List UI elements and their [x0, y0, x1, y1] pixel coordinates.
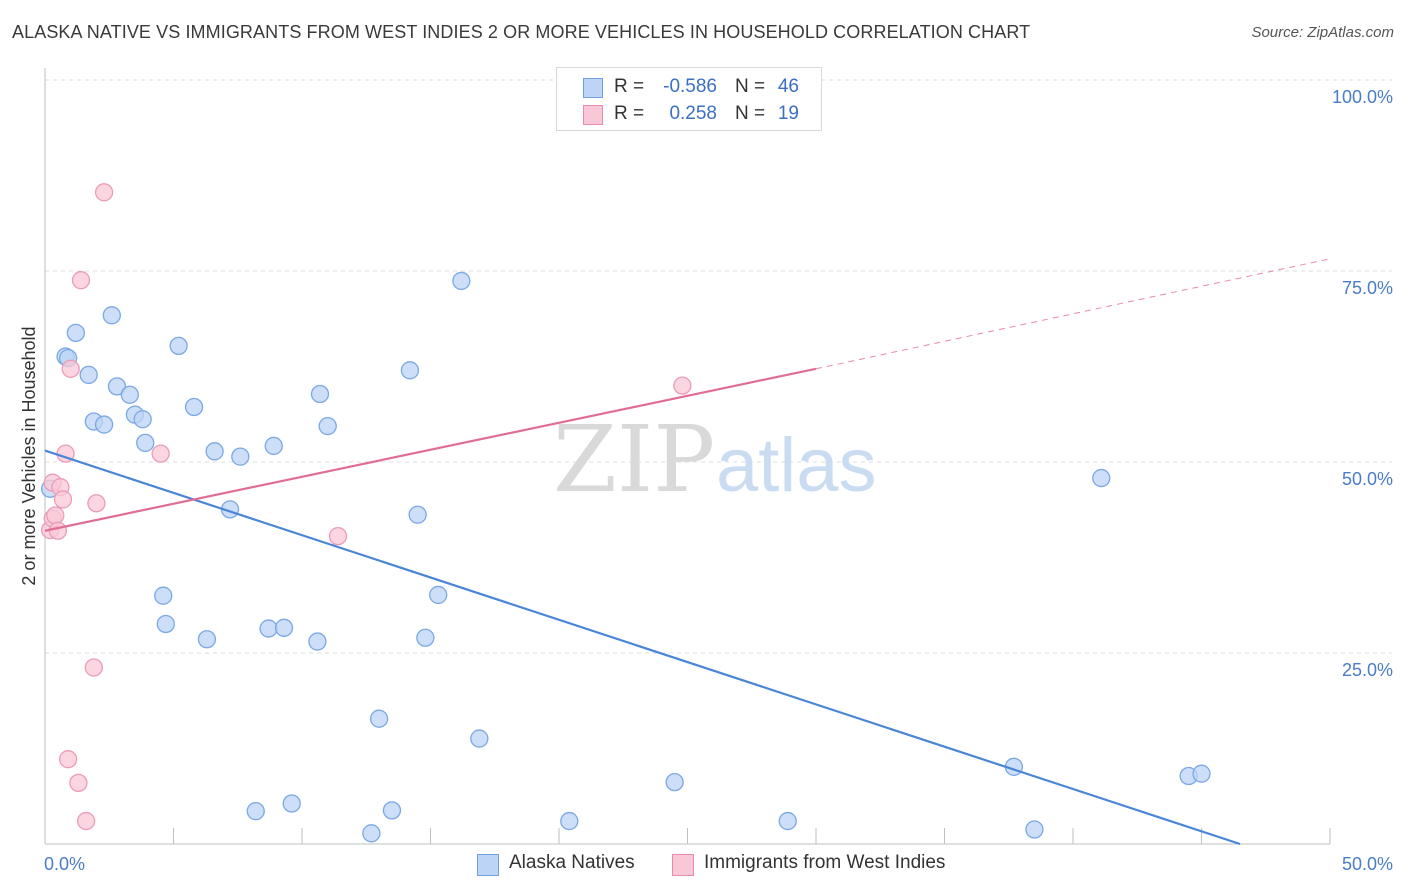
- alaska-native-point: [154, 586, 173, 605]
- west-indies-point: [94, 183, 114, 202]
- alaska-natives-trendline: [44, 449, 1241, 846]
- watermark: ZIP atlas: [553, 406, 877, 513]
- west-indies-point: [61, 359, 80, 378]
- watermark-atlas: atlas: [716, 423, 877, 508]
- watermark-zip: ZIP: [553, 406, 715, 513]
- alaska-native-point: [362, 824, 381, 843]
- alaska-native-point: [66, 323, 85, 343]
- alaska-native-point: [102, 306, 121, 325]
- alaska-native-point: [452, 271, 471, 291]
- alaska-native-point: [274, 618, 294, 637]
- x-tick-label-max: 50.0%: [1342, 854, 1393, 874]
- alaska-native-point: [560, 811, 579, 831]
- trend-layer: [44, 258, 1331, 846]
- alaska-native-point: [107, 377, 127, 396]
- axis-layer: [44, 68, 1331, 845]
- alaska-native-point: [318, 416, 337, 436]
- alaska-native-point: [205, 442, 224, 461]
- y-tick-label: 100.0%: [1332, 87, 1393, 107]
- n-value: 19: [777, 103, 799, 124]
- n-value: 46: [777, 76, 799, 97]
- chart-title: ALASKA NATIVE VS IMMIGRANTS FROM WEST IN…: [12, 22, 1031, 42]
- legend-swatch-west-indies: [672, 854, 694, 876]
- legend-label: Immigrants from West Indies: [704, 852, 946, 873]
- r-label: R =: [614, 103, 645, 124]
- alaska-native-point: [429, 585, 448, 605]
- alaska-native-point: [79, 365, 98, 385]
- alaska-native-point: [1192, 764, 1211, 783]
- chart-source: Source: ZipAtlas.com: [1251, 24, 1394, 41]
- n-label: N =: [735, 103, 766, 124]
- west-indies-point: [53, 490, 73, 509]
- y-tick-label: 75.0%: [1342, 278, 1393, 298]
- alaska-native-point: [470, 729, 489, 748]
- west-indies-trendline-extension: [815, 258, 1331, 370]
- west-indies-trendline: [44, 367, 817, 532]
- y-axis-label: 2 or more Vehicles in Household: [19, 326, 39, 585]
- alaska-native-point: [94, 415, 114, 434]
- west-indies-point: [87, 494, 106, 513]
- alaska-native-point: [665, 772, 684, 792]
- alaska-native-point: [282, 794, 301, 813]
- west-indies-point: [69, 773, 88, 793]
- alaska-native-point: [133, 410, 152, 429]
- r-value: -0.586: [663, 76, 717, 97]
- label-layer: 25.0% 50.0% 75.0% 100.0% 0.0% 50.0% 2 or more …: [19, 87, 1393, 874]
- west-indies-point: [58, 750, 78, 769]
- alaska-native-point: [136, 433, 155, 453]
- alaska-native-point: [169, 336, 188, 356]
- west-indies-point: [151, 444, 170, 463]
- legend-label: Alaska Natives: [509, 852, 635, 873]
- alaska-native-point: [246, 801, 265, 821]
- legend: Alaska Natives Immigrants from West Indi…: [0, 850, 1406, 880]
- r-label: R =: [614, 76, 645, 97]
- west-indies-point: [46, 506, 65, 525]
- alaska-native-point: [1092, 468, 1111, 488]
- stats-swatch-west-indies: [583, 105, 603, 125]
- alaska-native-point: [120, 385, 139, 404]
- alaska-native-point: [156, 614, 175, 634]
- n-label: N =: [735, 76, 766, 97]
- alaska-native-point: [259, 619, 278, 638]
- alaska-native-point: [308, 632, 327, 651]
- y-tick-label: 25.0%: [1342, 660, 1393, 680]
- stats-row-alaska: R = -0.586 N = 46: [557, 74, 821, 102]
- points-layer: [40, 183, 1211, 843]
- alaska-native-point: [231, 447, 250, 466]
- alaska-native-point: [408, 505, 427, 524]
- alaska-native-point: [184, 397, 204, 417]
- alaska-native-point: [778, 811, 797, 831]
- west-indies-point: [328, 526, 348, 546]
- alaska-native-point: [310, 384, 330, 404]
- stats-box: R = -0.586 N = 46 R = 0.258 N = 19: [556, 67, 822, 131]
- west-indies-point: [76, 811, 96, 831]
- alaska-native-point: [416, 628, 435, 647]
- alaska-native-point: [382, 801, 402, 820]
- grid-layer: [45, 79, 1392, 654]
- west-indies-point: [48, 521, 67, 540]
- alaska-native-point: [1025, 820, 1044, 839]
- alaska-native-point: [264, 436, 283, 456]
- y-tick-label: 50.0%: [1342, 469, 1393, 489]
- west-indies-point: [84, 658, 103, 677]
- stats-row-west-indies: R = 0.258 N = 19: [557, 101, 821, 129]
- legend-swatch-alaska-natives: [477, 854, 499, 876]
- x-tick-label-min: 0.0%: [44, 854, 85, 874]
- west-indies-point: [673, 376, 692, 395]
- west-indies-point: [71, 271, 91, 290]
- alaska-native-point: [369, 709, 389, 728]
- stats-swatch-alaska: [583, 78, 603, 98]
- alaska-native-point: [197, 630, 217, 649]
- r-value: 0.258: [669, 103, 717, 124]
- alaska-native-point: [400, 361, 420, 380]
